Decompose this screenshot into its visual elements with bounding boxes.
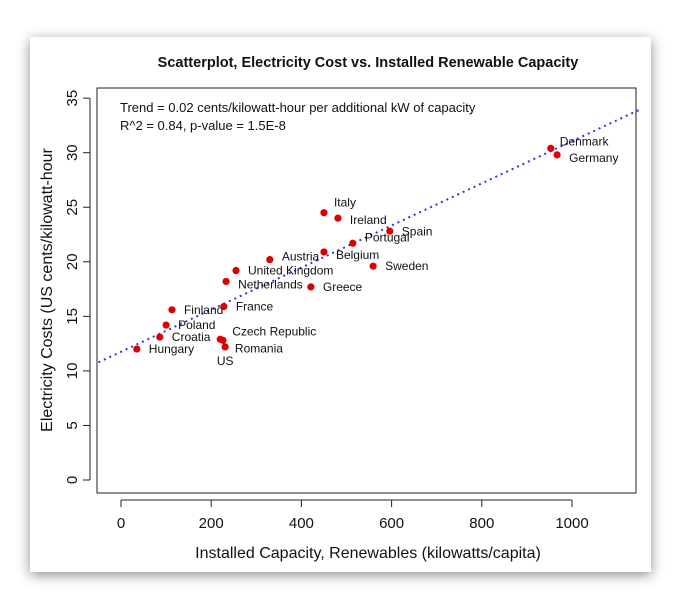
data-point <box>307 283 315 291</box>
x-tick-label: 0 <box>117 515 125 532</box>
chart-card <box>30 37 651 572</box>
point-label: Croatia <box>172 330 211 344</box>
point-label: Hungary <box>149 342 194 356</box>
y-tick-label: 5 <box>64 421 81 429</box>
point-label: Denmark <box>560 134 610 148</box>
data-point <box>220 302 228 311</box>
point-label: US <box>217 354 234 368</box>
point-label: Romania <box>235 341 283 355</box>
point-label: Czech Republic <box>232 324 316 338</box>
data-point <box>162 321 170 329</box>
data-point <box>386 227 394 235</box>
y-tick-label: 15 <box>64 308 81 325</box>
x-tick-label: 200 <box>199 515 224 532</box>
annotation-r2: R^2 = 0.84, p-value = 1.5E-8 <box>120 118 286 133</box>
data-point <box>369 262 377 270</box>
x-tick-label: 1000 <box>555 515 588 532</box>
data-point <box>232 266 240 275</box>
y-tick-label: 25 <box>64 199 81 216</box>
point-label: Italy <box>334 196 356 210</box>
data-point <box>133 345 141 353</box>
point-label: France <box>236 300 274 314</box>
data-point <box>168 306 176 314</box>
point-label: Austria <box>282 250 320 264</box>
x-axis-label: Installed Capacity, Renewables (kilowatt… <box>195 545 541 562</box>
point-label: Germany <box>569 151 618 165</box>
point-label: Greece <box>323 280 363 294</box>
point-label: Spain <box>402 224 433 238</box>
point-label: Belgium <box>336 248 379 262</box>
y-tick-label: 35 <box>64 90 81 107</box>
point-label: Finland <box>184 303 223 317</box>
annotation-trend: Trend = 0.02 cents/kilowatt-hour per add… <box>120 100 476 115</box>
data-point <box>320 209 328 217</box>
y-axis-label: Electricity Costs (US cents/kilowatt-hou… <box>39 148 56 432</box>
point-label: Poland <box>178 318 215 332</box>
data-point <box>553 151 561 159</box>
data-point <box>221 343 229 351</box>
data-point <box>222 277 230 286</box>
data-point <box>156 333 164 341</box>
data-point <box>266 256 274 264</box>
point-label: Ireland <box>350 213 387 227</box>
x-tick-label: 400 <box>289 515 314 532</box>
x-tick-label: 600 <box>379 515 404 532</box>
x-tick-label: 800 <box>469 515 494 532</box>
plot-frame <box>96 87 637 494</box>
y-tick-label: 30 <box>64 144 81 161</box>
point-label: Sweden <box>385 259 428 273</box>
y-tick-label: 20 <box>64 253 81 270</box>
data-point <box>334 214 342 222</box>
data-point <box>547 144 555 152</box>
point-label: United Kingdom <box>248 264 333 278</box>
data-point <box>320 248 328 256</box>
y-tick-label: 10 <box>64 363 81 380</box>
point-label: Netherlands <box>238 277 303 291</box>
chart-title: Scatterplot, Electricity Cost vs. Instal… <box>158 55 579 71</box>
y-tick-label: 0 <box>64 476 81 484</box>
data-point <box>219 336 227 344</box>
data-point <box>349 239 357 247</box>
point-label: Portugal <box>365 230 410 244</box>
